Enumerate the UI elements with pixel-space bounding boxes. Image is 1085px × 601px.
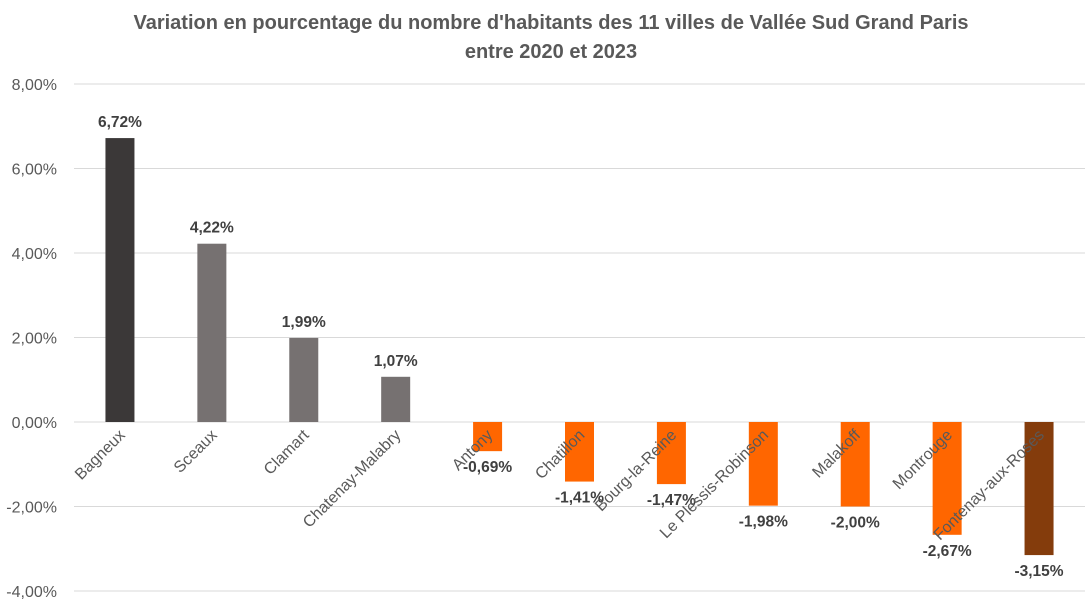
data-label: -1,47% — [647, 492, 696, 509]
y-axis: 8,00% 6,00% 4,00% 2,00% 0,00% -2,00% -4,00% — [6, 77, 57, 601]
data-label: -1,41% — [555, 490, 604, 507]
bar — [748, 422, 778, 506]
bars — [105, 138, 1054, 556]
bar — [840, 422, 870, 507]
data-label: -2,00% — [831, 515, 880, 532]
bar — [105, 138, 135, 422]
bar — [565, 422, 594, 482]
data-label: -2,67% — [923, 543, 972, 560]
x-tick-label: Bagneux — [72, 427, 129, 484]
bar — [381, 376, 411, 422]
data-label: 4,22% — [190, 220, 234, 237]
bar — [656, 422, 686, 485]
data-label: 1,07% — [374, 353, 418, 370]
data-label: -1,98% — [739, 514, 788, 531]
chart-title: Variation en pourcentage du nombre d'hab… — [133, 12, 968, 34]
data-labels: 6,72% 4,22% 1,99% 1,07% -0,69% -1,41% -1,47% -1… — [98, 114, 1064, 580]
bar — [1024, 422, 1054, 556]
bar — [932, 422, 962, 535]
y-tick-label: 4,00% — [12, 246, 57, 263]
y-tick-label: 8,00% — [12, 77, 57, 94]
chart-subtitle: entre 2020 et 2023 — [465, 41, 637, 63]
x-tick-label: Chatenay-Malabry — [300, 427, 404, 531]
bar — [289, 337, 319, 422]
x-tick-label: Clamart — [261, 426, 313, 478]
y-tick-label: 2,00% — [12, 331, 57, 348]
y-tick-label: 0,00% — [12, 415, 57, 432]
data-label: 1,99% — [282, 314, 326, 331]
data-label: 6,72% — [98, 114, 142, 131]
bar — [473, 422, 503, 452]
data-label: -0,69% — [463, 459, 512, 476]
data-label: -3,15% — [1014, 563, 1063, 580]
y-tick-label: 6,00% — [12, 162, 57, 179]
bar — [197, 243, 227, 422]
y-tick-label: -2,00% — [6, 500, 57, 517]
y-tick-label: -4,00% — [6, 584, 57, 601]
x-tick-label: Sceaux — [171, 427, 221, 477]
